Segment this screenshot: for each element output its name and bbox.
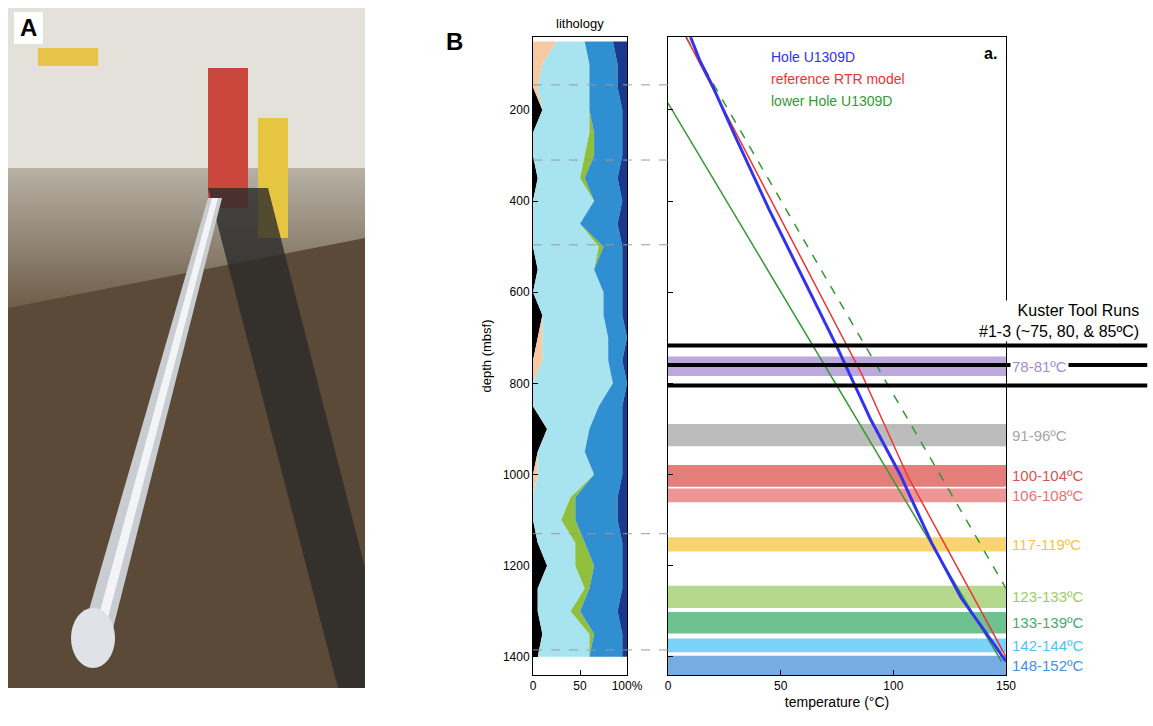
svg-text:lithology: lithology bbox=[556, 16, 604, 31]
svg-text:1000: 1000 bbox=[503, 468, 530, 482]
svg-text:Kuster Tool Runs#1-3 (~75, 80,: Kuster Tool Runs#1-3 (~75, 80, & 85ºC) bbox=[979, 302, 1139, 340]
svg-text:123-133ºC: 123-133ºC bbox=[1012, 588, 1084, 605]
svg-text:117-119ºC: 117-119ºC bbox=[1012, 536, 1081, 553]
svg-text:100-104ºC: 100-104ºC bbox=[1012, 467, 1084, 484]
html-text:B: B bbox=[446, 28, 464, 55]
svg-text:depth (mbsf): depth (mbsf) bbox=[479, 320, 494, 393]
svg-text:150: 150 bbox=[996, 679, 1016, 693]
svg-text:Hole U1309D: Hole U1309D bbox=[771, 49, 855, 65]
svg-text:600: 600 bbox=[510, 285, 530, 299]
svg-text:0: 0 bbox=[665, 679, 672, 693]
svg-text:0: 0 bbox=[530, 679, 537, 693]
svg-text:400: 400 bbox=[510, 194, 530, 208]
svg-text:106-108ºC: 106-108ºC bbox=[1012, 487, 1084, 504]
svg-text:a.: a. bbox=[984, 45, 997, 62]
svg-text:100: 100 bbox=[883, 679, 903, 693]
svg-text:200: 200 bbox=[510, 103, 530, 117]
svg-text:148-152ºC: 148-152ºC bbox=[1012, 657, 1084, 674]
svg-text:142-144ºC: 142-144ºC bbox=[1012, 637, 1084, 654]
svg-text:91-96ºC: 91-96ºC bbox=[1012, 427, 1067, 444]
svg-text:temperature (°C): temperature (°C) bbox=[785, 694, 889, 710]
svg-text:1200: 1200 bbox=[503, 559, 530, 573]
svg-text:50: 50 bbox=[774, 679, 788, 693]
svg-text:50: 50 bbox=[573, 679, 587, 693]
html-text:A: A bbox=[20, 14, 38, 41]
svg-text:reference RTR model: reference RTR model bbox=[771, 71, 905, 87]
svg-text:800: 800 bbox=[510, 377, 530, 391]
svg-text:100%: 100% bbox=[612, 679, 643, 693]
svg-text:1400: 1400 bbox=[503, 650, 530, 664]
svg-text:78-81ºC: 78-81ºC bbox=[1012, 358, 1067, 375]
svg-text:lower Hole U1309D: lower Hole U1309D bbox=[771, 93, 892, 109]
svg-text:133-139ºC: 133-139ºC bbox=[1012, 614, 1084, 631]
